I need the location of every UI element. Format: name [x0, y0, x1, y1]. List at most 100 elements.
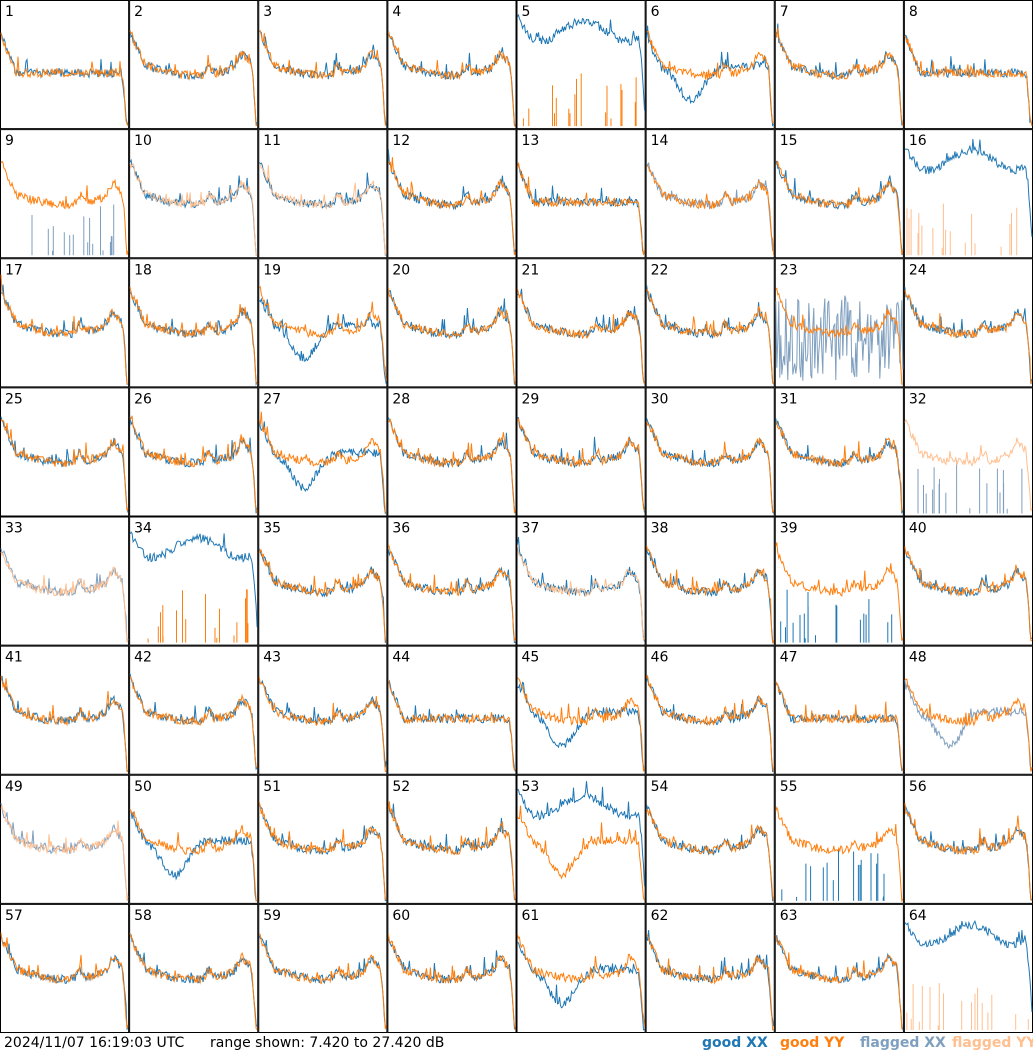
legend-good-yy: good YY [780, 1035, 845, 1051]
panel-22: 22 [645, 258, 775, 388]
panel-frame [516, 129, 646, 259]
panel-label: 46 [651, 650, 669, 666]
panel-label: 32 [909, 391, 927, 407]
panel-frame [387, 387, 517, 517]
panel-frame [0, 774, 130, 904]
panel-31: 31 [774, 387, 904, 517]
series-xx-30 [646, 418, 775, 514]
panel-34: 34 [129, 516, 259, 646]
series-yy-51 [258, 801, 387, 900]
panel-38: 38 [645, 516, 775, 646]
series-yy-43 [258, 676, 387, 772]
panel-label: 25 [5, 391, 23, 407]
panel-5: 5 [516, 0, 646, 130]
series-yy-47 [775, 681, 904, 772]
series-yy-11 [258, 163, 387, 256]
panel-label: 34 [134, 521, 152, 537]
panel-label: 57 [5, 908, 23, 924]
series-yy-29 [517, 417, 645, 511]
panel-frame [774, 129, 904, 259]
series-yy-18 [129, 287, 258, 385]
panel-label: 48 [909, 650, 927, 666]
panel-49: 49 [0, 774, 130, 904]
series-xx-61 [517, 941, 645, 1031]
series-yy-45 [517, 677, 645, 772]
panel-label: 5 [522, 4, 531, 20]
footer-bar: 2024/11/07 16:19:03 UTC range shown: 7.4… [0, 1033, 1033, 1053]
panel-7: 7 [774, 0, 904, 130]
panel-63: 63 [774, 903, 904, 1033]
panel-46: 46 [645, 645, 775, 775]
series-xx-9 [31, 204, 115, 256]
panel-27: 27 [258, 387, 388, 517]
series-yy-5 [522, 73, 637, 127]
series-yy-64 [906, 983, 1029, 1030]
legend-flagged-xx: flagged XX [860, 1035, 946, 1051]
series-xx-22 [646, 284, 775, 385]
series-yy-61 [517, 934, 645, 1027]
panel-48: 48 [903, 645, 1033, 775]
panel-label: 24 [909, 262, 927, 278]
panel-frame [387, 645, 517, 775]
panel-54: 54 [645, 774, 775, 904]
series-yy-30 [646, 421, 774, 514]
series-yy-10 [129, 162, 258, 257]
panel-8: 8 [903, 0, 1033, 130]
series-yy-39 [775, 542, 904, 641]
panel-32: 32 [903, 387, 1033, 517]
series-yy-7 [775, 27, 904, 126]
series-xx-64 [904, 919, 1033, 1012]
panel-23: 23 [774, 258, 904, 388]
series-xx-55 [781, 849, 885, 901]
panel-9: 9 [0, 129, 130, 259]
series-yy-15 [775, 160, 904, 256]
panel-3: 3 [258, 0, 388, 130]
panel-label: 43 [263, 650, 281, 666]
panel-label: 54 [651, 779, 669, 795]
panel-label: 42 [134, 650, 152, 666]
panel-43: 43 [258, 645, 388, 775]
series-xx-39 [780, 589, 893, 643]
series-yy-56 [904, 803, 1033, 901]
panel-label: 44 [392, 650, 410, 666]
series-yy-28 [388, 418, 516, 514]
panel-label: 23 [780, 262, 798, 278]
panel-label: 62 [651, 908, 669, 924]
panel-label: 37 [522, 521, 540, 537]
panel-label: 17 [5, 262, 23, 278]
panel-label: 53 [522, 779, 540, 795]
series-yy-12 [387, 157, 516, 256]
panel-51: 51 [258, 774, 388, 904]
panel-36: 36 [387, 516, 517, 646]
series-yy-16 [906, 203, 1018, 256]
series-yy-55 [775, 806, 904, 903]
series-yy-36 [387, 544, 516, 642]
panel-label: 28 [392, 391, 410, 407]
series-xx-53 [517, 781, 645, 887]
panel-frame [774, 0, 904, 130]
series-xx-5 [517, 13, 645, 111]
series-yy-27 [258, 411, 387, 514]
panel-1: 1 [0, 0, 130, 130]
series-yy-2 [129, 30, 258, 127]
panel-10: 10 [129, 129, 259, 259]
panel-50: 50 [129, 774, 259, 904]
panel-26: 26 [129, 387, 259, 517]
panel-label: 41 [5, 650, 23, 666]
series-yy-40 [904, 546, 1032, 642]
series-yy-57 [0, 932, 129, 1030]
panel-20: 20 [387, 258, 517, 388]
panel-label: 40 [909, 521, 927, 537]
series-yy-22 [646, 288, 774, 385]
panel-label: 51 [263, 779, 281, 795]
panel-44: 44 [387, 645, 517, 775]
panel-label: 56 [909, 779, 927, 795]
series-yy-8 [904, 35, 1033, 127]
panel-2: 2 [129, 0, 259, 130]
series-yy-58 [129, 932, 258, 1031]
panel-18: 18 [129, 258, 259, 388]
series-yy-52 [387, 801, 516, 901]
series-yy-31 [775, 421, 904, 512]
panel-label: 2 [134, 4, 143, 20]
panel-label: 27 [263, 391, 281, 407]
